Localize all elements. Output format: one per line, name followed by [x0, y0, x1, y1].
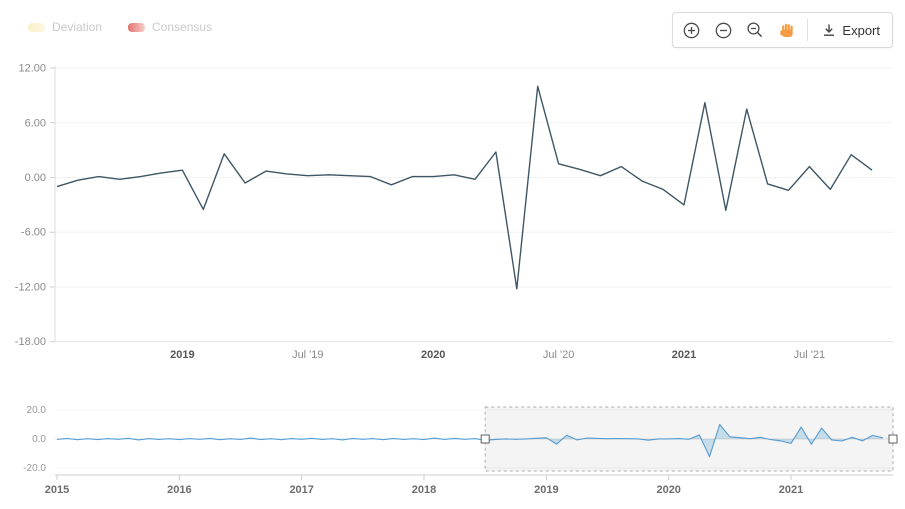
nav-x-axis-label: 2017: [289, 484, 313, 496]
main-x-axis-label: Jul '20: [543, 349, 574, 361]
consensus-series-marker: [128, 22, 146, 32]
main-y-axis-label: -6.00: [21, 227, 46, 239]
legend: Deviation Consensus: [28, 20, 212, 34]
main-y-axis-label: 6.00: [25, 117, 46, 129]
navigator-selection[interactable]: [484, 406, 894, 472]
lens-zoom-icon: [747, 22, 763, 38]
export-label: Export: [842, 22, 880, 38]
main-x-axis-label: 2019: [170, 349, 194, 361]
main-y-axis-label: -18.00: [15, 336, 46, 348]
nav-x-axis-label: 2019: [534, 484, 558, 496]
zoom-in-icon: [683, 22, 700, 38]
main-x-axis-label: Jul '19: [292, 349, 323, 361]
zoom-out-icon: [715, 22, 732, 38]
nav-line: [56, 423, 883, 458]
main-x-axis-label: 2021: [672, 349, 696, 361]
main-y-axis-label: 0.00: [25, 172, 46, 184]
nav-x-axis-label: 2021: [779, 484, 803, 496]
navigator-left-handle[interactable]: [480, 434, 490, 444]
main-y-axis-label: -12.00: [15, 281, 46, 293]
deviation-series-marker: [28, 22, 45, 32]
export-button[interactable]: Export: [812, 14, 890, 46]
main-x-axis-label: Jul '21: [794, 349, 825, 361]
legend-item-deviation[interactable]: Deviation: [28, 20, 102, 34]
pan-hand-icon: [780, 23, 794, 37]
pan-tool-button[interactable]: [771, 14, 803, 46]
legend-label-consensus: Consensus: [152, 20, 213, 34]
zoom-out-button[interactable]: [707, 14, 739, 46]
nav-y-axis-label: 20.0: [27, 405, 47, 416]
main-y-axis-label: 12.00: [18, 63, 46, 75]
nav-x-axis-label: 2016: [167, 484, 191, 496]
nav-x-axis-label: 2020: [656, 484, 680, 496]
legend-label-deviation: Deviation: [52, 20, 103, 34]
navigator-right-handle[interactable]: [888, 434, 898, 444]
nav-x-axis-label: 2015: [45, 484, 69, 496]
nav-x-axis-label: 2018: [412, 484, 436, 496]
legend-item-consensus[interactable]: Consensus: [128, 20, 212, 34]
main-x-axis-label: 2020: [421, 349, 445, 361]
nav-y-axis-label: -20.0: [23, 463, 46, 474]
lens-zoom-button[interactable]: [739, 14, 771, 46]
chart-toolbar: Export: [672, 12, 893, 48]
download-icon: [824, 24, 835, 36]
zoom-in-button[interactable]: [675, 14, 707, 46]
toolbar-divider: [807, 19, 809, 41]
deviation-line[interactable]: [56, 85, 873, 290]
nav-y-axis-label: 0.0: [32, 434, 46, 445]
